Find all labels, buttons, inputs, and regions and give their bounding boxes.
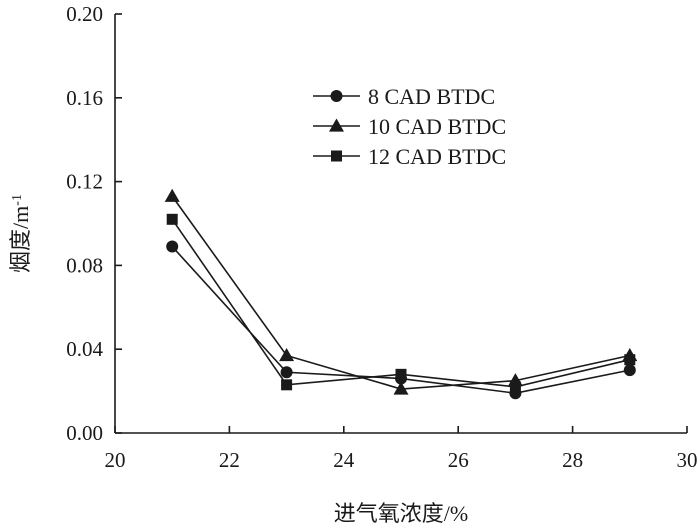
legend-marker-square (331, 150, 342, 162)
series-line (171, 195, 630, 390)
x-tick-label: 22 (219, 448, 240, 472)
x-tick-label: 30 (677, 448, 698, 472)
y-tick-label: 0.00 (66, 421, 103, 445)
data-point-square (624, 354, 636, 366)
legend-label: 8 CAD BTDC (368, 84, 495, 109)
y-axis-ticks: 0.00 0.04 0.08 0.12 0.16 0.20 (66, 2, 122, 445)
legend-item: 12 CAD BTDC (313, 144, 506, 169)
series-group (164, 188, 638, 400)
y-tick-label: 0.04 (66, 337, 103, 361)
series-line (171, 218, 630, 388)
x-tick-label: 20 (105, 448, 126, 472)
data-point-square (281, 379, 293, 391)
data-point-square (166, 213, 178, 225)
data-point-square (509, 381, 521, 393)
y-tick-label: 0.16 (66, 86, 103, 110)
legend-marker-triangle (329, 118, 344, 132)
y-tick-label: 0.08 (66, 253, 103, 277)
y-tick-label: 0.20 (66, 2, 103, 26)
data-point-square (395, 368, 407, 380)
legend-marker-circle (330, 90, 343, 102)
data-point-triangle (393, 381, 409, 395)
data-point-triangle (279, 347, 295, 362)
legend-label: 10 CAD BTDC (368, 114, 506, 139)
data-point-circle (280, 366, 293, 379)
y-tick-label: 0.12 (66, 170, 103, 194)
y-axis-title-main: 烟度/m (8, 206, 33, 273)
x-axis-ticks: 20 22 24 26 28 30 (105, 426, 698, 472)
legend: 8 CAD BTDC 10 CAD BTDC 12 CAD BTDC (313, 84, 506, 169)
series-square (166, 213, 636, 393)
y-axis-title: 烟度/m-1 (8, 194, 33, 273)
legend-item: 8 CAD BTDC (313, 84, 495, 109)
x-axis-title: 进气氧浓度/% (334, 501, 468, 526)
data-point-triangle (164, 188, 180, 202)
axes (114, 14, 687, 434)
x-tick-label: 26 (448, 448, 469, 472)
legend-item: 10 CAD BTDC (313, 114, 506, 139)
data-point-circle (166, 240, 179, 253)
series-triangle (164, 188, 638, 395)
x-tick-label: 24 (333, 448, 355, 472)
legend-label: 12 CAD BTDC (368, 144, 506, 169)
x-tick-label: 28 (562, 448, 583, 472)
data-point-circle (623, 364, 636, 377)
y-axis-title-superscript: -1 (10, 194, 25, 206)
